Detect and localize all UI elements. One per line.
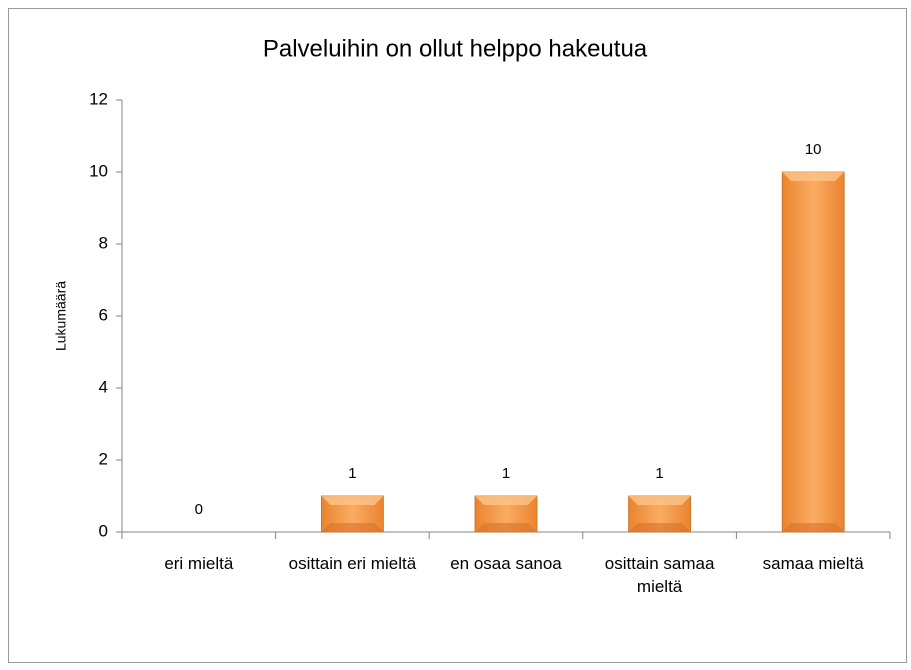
data-label: 1	[655, 465, 663, 482]
x-tick-label: samaa mieltä	[762, 554, 864, 573]
x-tick-label: osittain eri mieltä	[288, 554, 417, 573]
data-label: 1	[348, 465, 356, 482]
bar-bevel	[475, 496, 537, 505]
bar-bevel	[628, 523, 691, 532]
chart-border	[8, 8, 907, 663]
y-tick-label: 6	[99, 305, 108, 324]
y-tick-label: 0	[99, 521, 108, 540]
y-axis-label: Lukumäärä	[53, 281, 69, 351]
bar-bevel	[782, 172, 845, 181]
bar-bevel	[321, 523, 384, 532]
y-tick-label: 10	[89, 161, 108, 180]
data-label: 10	[805, 141, 822, 158]
y-tick-label: 2	[99, 449, 108, 468]
y-tick-label: 12	[89, 89, 108, 108]
bar-bevel	[475, 523, 537, 532]
chart-title: Palveluihin on ollut helppo hakeutua	[263, 35, 648, 62]
x-tick-label: osittain samaa mieltä	[604, 554, 715, 596]
data-label: 0	[195, 501, 203, 518]
bar-bevel	[628, 496, 691, 505]
y-tick-label: 4	[99, 377, 108, 396]
bar-bevel	[321, 496, 384, 505]
bar	[781, 171, 845, 533]
bar-bevel	[782, 523, 845, 532]
x-tick-label: eri mieltä	[164, 554, 234, 573]
x-tick-label: en osaa sanoa	[450, 554, 562, 573]
data-label: 1	[502, 465, 510, 482]
y-tick-label: 8	[99, 233, 108, 252]
